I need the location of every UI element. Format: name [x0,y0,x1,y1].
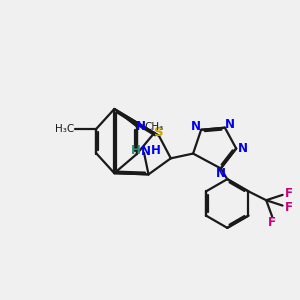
Text: N: N [136,120,146,133]
Text: CH₃: CH₃ [145,122,164,132]
Text: N: N [238,142,248,155]
Text: N: N [191,120,201,133]
Text: H₃C: H₃C [55,124,74,134]
Text: H: H [150,143,160,157]
Text: N: N [140,145,151,158]
Text: N: N [225,118,235,130]
Text: F: F [284,201,292,214]
Text: S: S [154,126,164,139]
Text: N: N [216,167,226,180]
Text: H: H [131,143,141,157]
Text: F: F [268,216,276,229]
Text: F: F [284,187,292,200]
